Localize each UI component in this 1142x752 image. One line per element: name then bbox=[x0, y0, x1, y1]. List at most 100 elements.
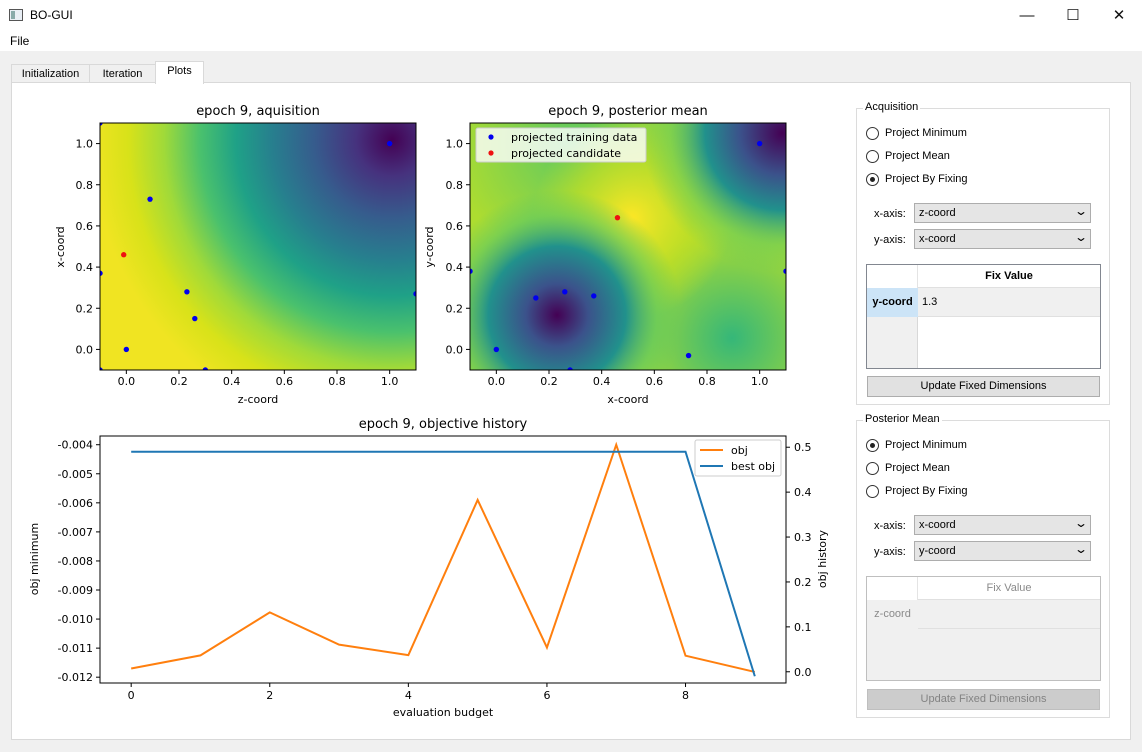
x-tick-label: 0.6 bbox=[646, 375, 664, 388]
y-tick-label: -0.006 bbox=[58, 497, 93, 510]
posterior-ylabel: y-coord bbox=[423, 226, 436, 267]
y2-tick-label: 0.4 bbox=[794, 486, 812, 499]
chevron-down-icon: ⌄ bbox=[1073, 542, 1089, 556]
best-obj-line bbox=[131, 450, 756, 677]
training-point bbox=[756, 140, 763, 147]
training-point bbox=[533, 295, 539, 301]
training-point bbox=[100, 367, 103, 370]
window-title: BO-GUI bbox=[30, 8, 73, 22]
training-point bbox=[100, 270, 103, 276]
x-tick-label: 0.2 bbox=[540, 375, 558, 388]
menu-bar: File bbox=[0, 31, 1142, 51]
posterior-xlabel: x-coord bbox=[607, 393, 648, 406]
radio-indicator[interactable] bbox=[866, 150, 879, 163]
y-tick-label: -0.010 bbox=[58, 613, 93, 626]
history-y2label: obj history bbox=[816, 529, 829, 588]
training-point bbox=[413, 291, 416, 297]
y2-tick-label: 0.5 bbox=[794, 441, 812, 454]
posterior-group-title: Posterior Mean bbox=[863, 413, 942, 425]
y-tick-label: -0.004 bbox=[58, 439, 93, 452]
training-point bbox=[567, 367, 573, 370]
acq-x-axis-value: z-coord bbox=[919, 207, 956, 219]
y-tick-label: 0.6 bbox=[446, 220, 464, 233]
acq-y-axis-label: y-axis: bbox=[874, 234, 906, 246]
x-tick-label: 0.2 bbox=[170, 375, 188, 388]
x-tick-label: 8 bbox=[682, 689, 689, 702]
post-y-axis-label: y-axis: bbox=[874, 546, 906, 558]
radio-indicator[interactable] bbox=[866, 462, 879, 475]
legend-marker-training bbox=[488, 134, 494, 140]
radio-indicator[interactable] bbox=[866, 485, 879, 498]
minimize-button[interactable]: — bbox=[1019, 7, 1035, 24]
post-update-fixed-dimensions-button: Update Fixed Dimensions bbox=[867, 689, 1100, 710]
post-fix-value-table: Fix Value z-coord bbox=[866, 576, 1101, 681]
fix-value-header: Fix Value bbox=[918, 577, 1100, 600]
training-point bbox=[123, 346, 130, 353]
x-tick-label: 4 bbox=[405, 689, 412, 702]
post-x-axis-label: x-axis: bbox=[874, 520, 906, 532]
candidate-point bbox=[121, 252, 127, 258]
acq-update-fixed-dimensions-button[interactable]: Update Fixed Dimensions bbox=[867, 376, 1100, 397]
training-point bbox=[100, 123, 103, 126]
y-tick-label: -0.005 bbox=[58, 468, 93, 481]
acquisition-plot: 0.0 0.2 0.4 0.6 0.8 1.0 0.0 0.2 0.4 0.6 0.8 1.0 epo… bbox=[54, 104, 417, 406]
y-tick-label: 0.0 bbox=[76, 343, 94, 356]
training-point bbox=[783, 268, 786, 274]
acq-x-axis-label: x-axis: bbox=[874, 208, 906, 220]
y-tick-label: 1.0 bbox=[76, 138, 94, 151]
tab-plots[interactable]: Plots bbox=[155, 61, 204, 84]
app-window-icon bbox=[9, 9, 23, 21]
acq-y-axis-value: x-coord bbox=[919, 233, 956, 245]
row-header-y-coord: y-coord bbox=[867, 288, 918, 317]
chevron-down-icon: ⌄ bbox=[1073, 516, 1089, 530]
post-x-axis-select[interactable]: x-coord ⌄ bbox=[914, 515, 1091, 535]
training-point bbox=[470, 268, 473, 274]
radio-label: Project Mean bbox=[885, 150, 950, 162]
legend-training-label: projected training data bbox=[511, 131, 637, 144]
acq-x-axis-select[interactable]: z-coord ⌄ bbox=[914, 203, 1091, 223]
table-corner bbox=[867, 265, 918, 288]
x-tick-label: 0.0 bbox=[118, 375, 136, 388]
acq-fix-value-table: Fix Value y-coord 1.3 bbox=[866, 264, 1101, 369]
training-point bbox=[591, 293, 597, 299]
y-tick-label: 0.2 bbox=[76, 302, 94, 315]
fix-value-header: Fix Value bbox=[918, 265, 1100, 288]
post-y-axis-select[interactable]: y-coord ⌄ bbox=[914, 541, 1091, 561]
x-tick-label: 1.0 bbox=[751, 375, 769, 388]
post-y-axis-value: y-coord bbox=[919, 545, 956, 557]
radio-label: Project By Fixing bbox=[885, 173, 968, 185]
y-tick-label: 0.6 bbox=[76, 220, 94, 233]
training-point bbox=[386, 140, 393, 147]
chevron-down-icon: ⌄ bbox=[1073, 204, 1089, 218]
tab-initialization[interactable]: Initialization bbox=[11, 64, 90, 84]
acq-y-axis-select[interactable]: x-coord ⌄ bbox=[914, 229, 1091, 249]
tab-iteration[interactable]: Iteration bbox=[89, 64, 156, 84]
posterior-title: epoch 9, posterior mean bbox=[548, 104, 708, 119]
x-tick-label: 0.8 bbox=[328, 375, 346, 388]
y-tick-label: 0.8 bbox=[446, 179, 464, 192]
y-tick-label: 0.4 bbox=[446, 261, 464, 274]
y2-tick-label: 0.3 bbox=[794, 531, 812, 544]
plots-canvas: 0.0 0.2 0.4 0.6 0.8 1.0 0.0 0.2 0.4 0.6 0.8 1.0 epo… bbox=[28, 104, 829, 719]
training-point bbox=[493, 346, 500, 353]
fix-value-cell[interactable]: 1.3 bbox=[918, 288, 1100, 317]
candidate-point bbox=[614, 214, 621, 221]
menu-file[interactable]: File bbox=[10, 34, 30, 48]
radio-indicator[interactable] bbox=[866, 127, 879, 140]
legend-candidate-label: projected candidate bbox=[511, 147, 621, 160]
y-tick-label: 1.0 bbox=[446, 138, 464, 151]
radio-indicator[interactable] bbox=[866, 173, 879, 186]
close-button[interactable]: ✕ bbox=[1112, 7, 1126, 24]
x-tick-label: 0 bbox=[128, 689, 135, 702]
posterior-legend: projected training data projected candid… bbox=[475, 127, 647, 163]
x-tick-label: 0.4 bbox=[223, 375, 241, 388]
row-header-z-coord: z-coord bbox=[867, 600, 918, 629]
y2-tick-label: 0.0 bbox=[794, 666, 812, 679]
y-tick-label: -0.007 bbox=[58, 526, 93, 539]
x-tick-label: 0.4 bbox=[593, 375, 611, 388]
history-legend: obj best obj bbox=[694, 439, 782, 477]
acquisition-heatmap bbox=[100, 123, 416, 370]
legend-best-obj-label: best obj bbox=[731, 460, 775, 473]
radio-indicator[interactable] bbox=[866, 439, 879, 452]
maximize-button[interactable]: ☐ bbox=[1066, 7, 1080, 24]
